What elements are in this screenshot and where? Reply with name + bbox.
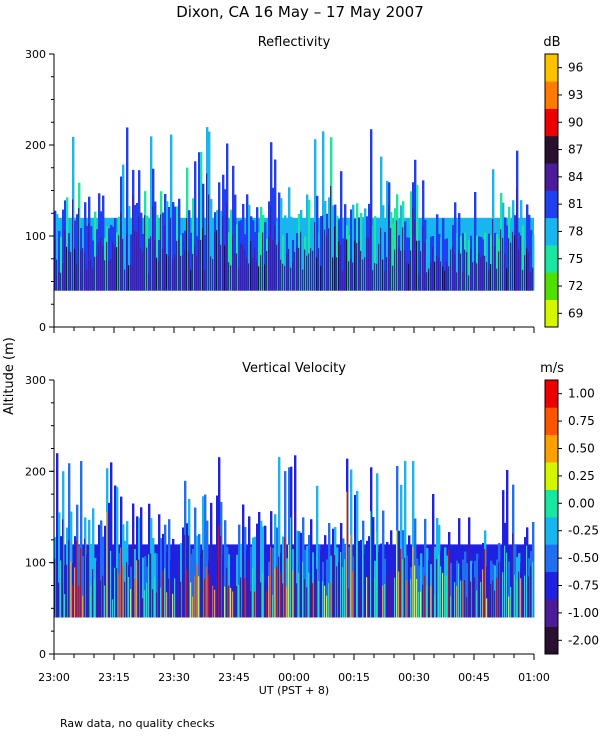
- colorbar-segment: [545, 380, 558, 408]
- colorbar-label: 1.00: [568, 387, 595, 401]
- y-tick-label: 200: [25, 139, 46, 152]
- velocity-colorbar: -2.00 -1.00 -0.75 -0.50 -0.25 0.00 0.25 0.50 0.7…: [544, 379, 599, 655]
- x-tick-label: 23:15: [98, 671, 130, 684]
- colorbar-label: 69: [568, 306, 583, 320]
- colorbar-label: -0.75: [568, 579, 599, 593]
- colorbar-label: 0.75: [568, 414, 595, 428]
- velocity-panel: Vertical Velocity 0 100 200 300 23:00 23:15 23…: [25, 361, 599, 684]
- colorbar-segment: [545, 407, 558, 436]
- colorbar-segment: [545, 434, 558, 463]
- velocity-axes: 0 100 200 300 23:00 23:15 23:30 23:45 00:00 00:15…: [25, 374, 550, 684]
- x-tick-label: 23:30: [158, 671, 190, 684]
- colorbar-segment: [545, 190, 558, 219]
- y-tick-label: 0: [39, 321, 46, 334]
- colorbar-label: 84: [568, 170, 583, 184]
- colorbar-label: 0.50: [568, 442, 595, 456]
- y-tick-label: 300: [25, 374, 46, 387]
- colorbar-label: 93: [568, 88, 583, 102]
- colorbar-segment: [545, 108, 558, 137]
- colorbar-label: 75: [568, 252, 583, 266]
- colorbar-segment: [545, 217, 558, 246]
- colorbar-label: 81: [568, 197, 583, 211]
- x-tick-label: 00:30: [398, 671, 430, 684]
- colorbar-segment: [545, 163, 558, 191]
- colorbar-segment: [545, 299, 558, 328]
- colorbar-segment: [545, 272, 558, 300]
- colorbar-label: -0.25: [568, 524, 599, 538]
- x-tick-label: 00:00: [278, 671, 310, 684]
- y-tick-label: 100: [25, 230, 46, 243]
- colorbar-segment: [545, 599, 558, 627]
- colorbar-segment: [545, 571, 558, 600]
- reflectivity-axes: 0 100 200 300: [25, 48, 535, 334]
- x-tick-label: 00:15: [338, 671, 370, 684]
- reflectivity-colorbar: 69 72 75 78 81 84 87 90 93 96: [544, 53, 583, 328]
- velocity-colorbar-units: m/s: [540, 361, 564, 376]
- reflectivity-title: Reflectivity: [258, 35, 331, 50]
- colorbar-segment: [545, 81, 558, 109]
- x-tick-label: 01:00: [518, 671, 550, 684]
- y-axis-label: Altitude (m): [2, 337, 17, 415]
- colorbar-segment: [545, 517, 558, 545]
- colorbar-segment: [545, 462, 558, 490]
- figure-title: Dixon, CA 16 May – 17 May 2007: [176, 3, 424, 21]
- y-tick-label: 100: [25, 557, 46, 570]
- colorbar-segment: [545, 544, 558, 573]
- y-tick-label: 300: [25, 48, 46, 61]
- colorbar-label: 0.00: [568, 496, 595, 510]
- colorbar-label: -1.00: [568, 606, 599, 620]
- colorbar-label: 72: [568, 279, 583, 293]
- footnote: Raw data, no quality checks: [60, 717, 215, 730]
- colorbar-segment: [545, 135, 558, 164]
- colorbar-segment: [545, 626, 558, 655]
- y-tick-label: 0: [39, 648, 46, 661]
- colorbar-label: 0.25: [568, 469, 595, 483]
- colorbar-label: 96: [568, 61, 583, 75]
- colorbar-label: 90: [568, 115, 583, 129]
- colorbar-segment: [545, 54, 558, 82]
- x-tick-label: 23:45: [218, 671, 250, 684]
- colorbar-label: -2.00: [568, 633, 599, 647]
- velocity-title: Vertical Velocity: [242, 361, 346, 376]
- reflectivity-heatmap: [54, 127, 535, 291]
- reflectivity-panel: Reflectivity 0 100 200 300 dB 69 72 75 78 81 84 8…: [25, 35, 583, 334]
- colorbar-label: -0.50: [568, 551, 599, 565]
- colorbar-segment: [545, 245, 558, 273]
- x-axis-label: UT (PST + 8): [259, 684, 329, 697]
- colorbar-label: 87: [568, 143, 583, 157]
- velocity-heatmap: [54, 453, 535, 618]
- reflectivity-colorbar-units: dB: [543, 35, 560, 50]
- colorbar-segment: [545, 489, 558, 518]
- y-tick-label: 200: [25, 465, 46, 478]
- x-tick-label: 23:00: [38, 671, 70, 684]
- x-tick-label: 00:45: [458, 671, 490, 684]
- colorbar-label: 78: [568, 224, 583, 238]
